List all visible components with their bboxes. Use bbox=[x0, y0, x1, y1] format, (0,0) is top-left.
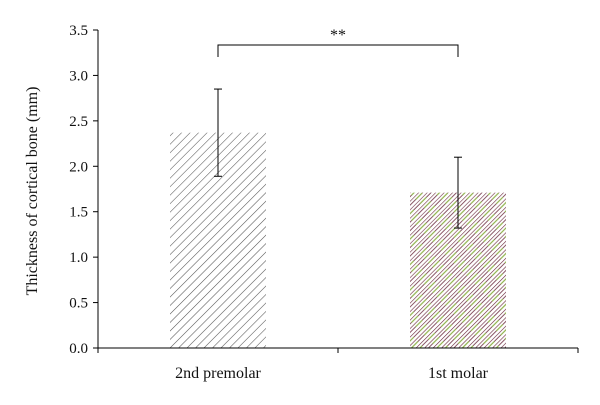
y-axis-label: Thickness of cortical bone (mm) bbox=[24, 87, 41, 296]
y-tick-label: 2.5 bbox=[69, 114, 88, 130]
error-bar bbox=[214, 88, 222, 177]
plot-area: ** bbox=[170, 27, 506, 348]
y-tick-label: 1.0 bbox=[69, 250, 88, 266]
x-tick-label: 2nd premolar bbox=[175, 365, 261, 382]
y-tick-label: 0.0 bbox=[69, 341, 88, 357]
error-bar bbox=[454, 156, 462, 229]
y-tick-label: 1.5 bbox=[69, 205, 88, 221]
y-tick-label: 3.5 bbox=[69, 23, 88, 39]
y-axis-ticks: 0.0 0.5 1.0 1.5 2.0 2.5 3.0 3.5 bbox=[69, 23, 98, 357]
x-axis-ticks: 2nd premolar 1st molar bbox=[97, 348, 579, 382]
significance-label: ** bbox=[330, 27, 346, 44]
significance-bracket-line bbox=[217, 44, 459, 57]
y-tick-label: 3.0 bbox=[69, 68, 88, 84]
x-tick-label: 1st molar bbox=[428, 365, 489, 382]
y-tick-label: 0.5 bbox=[69, 296, 88, 312]
y-tick-label: 2.0 bbox=[69, 159, 88, 175]
significance-bracket: ** bbox=[217, 27, 459, 57]
